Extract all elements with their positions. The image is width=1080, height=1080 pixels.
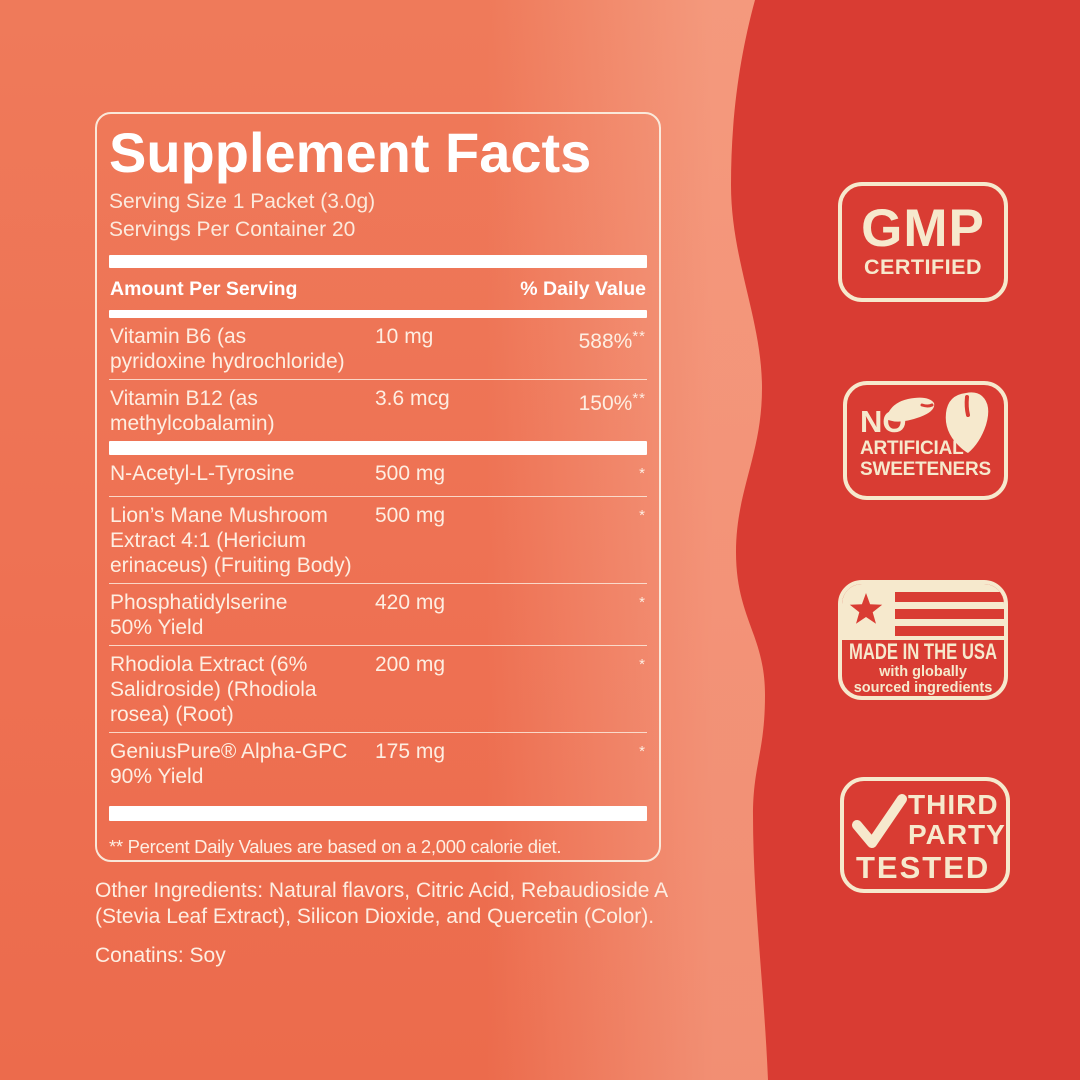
other-ingredients-text: Other Ingredients: Natural flavors, Citr… xyxy=(95,879,669,928)
leaves-icon xyxy=(886,392,989,453)
table-row: Vitamin B6 (as pyridoxine hydrochloride)… xyxy=(109,318,647,379)
sweeteners-label: SWEETENERS xyxy=(860,459,992,480)
ingredient-name: Rhodiola Extract (6% Salidroside) (Rhodi… xyxy=(110,653,317,726)
star-icon xyxy=(849,593,883,624)
footnote-daily-values: ** Percent Daily Values are based on a 2… xyxy=(109,836,562,857)
table-row: Lion’s Mane Mushroom Extract 4:1 (Herici… xyxy=(109,496,647,583)
third-party-tested-badge: THIRD PARTY TESTED xyxy=(840,777,1010,893)
ingredient-rows: N-Acetyl-L-Tyrosine 500 mg * Lion’s Mane… xyxy=(109,455,647,794)
artificial-label: ARTIFICIAL xyxy=(860,438,964,459)
supplement-facts-panel: Supplement Facts Serving Size 1 Packet (… xyxy=(95,112,661,862)
serving-size: Serving Size 1 Packet (3.0g) xyxy=(109,190,376,213)
column-header-amount: Amount Per Serving xyxy=(110,278,298,300)
gmp-label: GMP xyxy=(861,199,985,258)
ingredient-amount: 10 mg xyxy=(375,325,434,348)
servings-per-container: Servings Per Container 20 xyxy=(109,218,356,241)
ingredient-amount: 420 mg xyxy=(375,591,446,614)
ingredient-amount: 500 mg xyxy=(375,462,446,485)
party-label: PARTY xyxy=(908,819,1006,850)
ingredient-daily-value: * xyxy=(639,465,646,482)
ingredient-daily-value: 150%** xyxy=(578,390,646,415)
ingredient-amount: 200 mg xyxy=(375,653,446,676)
ingredient-name: Lion’s Mane Mushroom Extract 4:1 (Herici… xyxy=(110,504,352,577)
column-header-daily-value: % Daily Value xyxy=(520,278,646,300)
panel-title: Supplement Facts xyxy=(109,121,592,184)
divider-bar-thick xyxy=(109,441,647,455)
ingredient-name: Vitamin B6 (as pyridoxine hydrochloride) xyxy=(110,325,345,373)
ingredient-name: GeniusPure® Alpha-GPC 90% Yield xyxy=(110,740,348,788)
sourced-ingredients-label: sourced ingredients xyxy=(854,680,993,696)
table-row: N-Acetyl-L-Tyrosine 500 mg * xyxy=(109,455,647,496)
table-row: Rhodiola Extract (6% Salidroside) (Rhodi… xyxy=(109,645,647,732)
checkmark-icon xyxy=(852,794,907,848)
contains-text: Conatins: Soy xyxy=(95,944,226,967)
divider-bar-thin xyxy=(109,310,647,318)
ingredient-daily-value: * xyxy=(639,656,646,673)
ingredient-name: Vitamin B12 (as methylcobalamin) xyxy=(110,387,275,435)
footnotes: ** Percent Daily Values are based on a 2… xyxy=(109,835,647,862)
table-row: Phosphatidylserine 50% Yield 420 mg * xyxy=(109,583,647,645)
ingredient-amount: 175 mg xyxy=(375,740,446,763)
ingredient-daily-value: * xyxy=(639,743,646,760)
certified-label: CERTIFIED xyxy=(864,255,982,279)
tested-label: TESTED xyxy=(856,850,991,885)
with-globally-label: with globally xyxy=(878,664,967,680)
ingredient-daily-value: * xyxy=(639,507,646,524)
ingredient-amount: 3.6 mcg xyxy=(375,387,450,410)
divider-bar-thick xyxy=(109,255,647,268)
footnote-not-established: * Daily Value not established. xyxy=(109,861,647,862)
made-in-usa-label: MADE IN THE USA xyxy=(849,639,997,664)
ingredient-daily-value: * xyxy=(639,594,646,611)
gmp-certified-badge: GMP CERTIFIED xyxy=(838,182,1008,302)
divider-bar-thick xyxy=(109,806,647,821)
no-artificial-sweeteners-badge: NO ARTIFICIAL SWEETENERS xyxy=(843,381,1008,500)
ingredient-name: N-Acetyl-L-Tyrosine xyxy=(110,462,295,485)
table-header-row: Amount Per Serving % Daily Value xyxy=(109,268,647,310)
table-row: GeniusPure® Alpha-GPC 90% Yield 175 mg * xyxy=(109,732,647,794)
ingredient-daily-value: 588%** xyxy=(578,328,646,353)
ingredient-amount: 500 mg xyxy=(375,504,446,527)
ingredient-name: Phosphatidylserine 50% Yield xyxy=(110,591,288,639)
usa-flag-icon: MADE IN THE USA with globally sourced in… xyxy=(838,580,1008,700)
no-label: NO xyxy=(860,404,907,439)
third-label: THIRD xyxy=(908,789,999,820)
vitamin-rows: Vitamin B6 (as pyridoxine hydrochloride)… xyxy=(109,318,647,441)
table-row: Vitamin B12 (as methylcobalamin) 3.6 mcg… xyxy=(109,379,647,441)
made-in-usa-badge: MADE IN THE USA with globally sourced in… xyxy=(838,580,1008,700)
